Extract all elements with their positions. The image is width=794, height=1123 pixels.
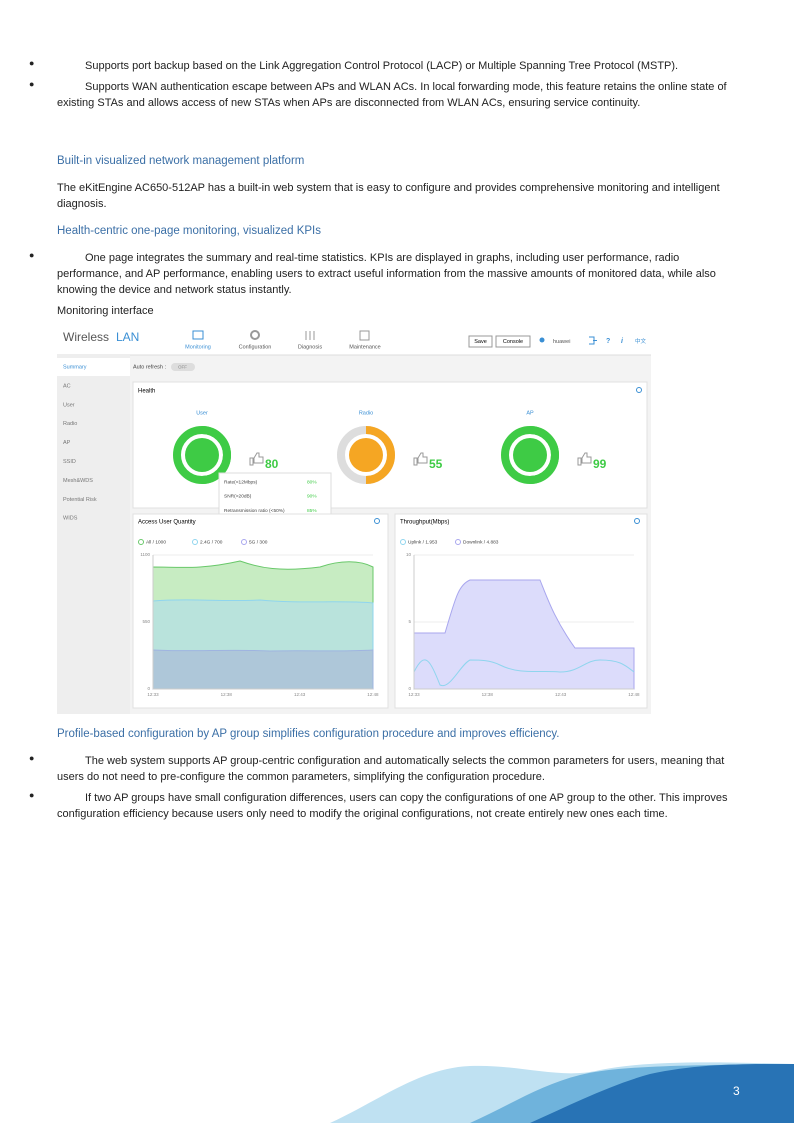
gauge-arc: [201, 426, 231, 484]
sidebar-item[interactable]: SSID: [63, 459, 76, 465]
footer-wave: 3: [330, 1062, 794, 1123]
x-tick-label: 12:43: [294, 692, 306, 697]
x-tick-label: 12:38: [221, 692, 233, 697]
heading: Profile-based configuration by AP group …: [57, 728, 560, 740]
sidebar-item[interactable]: Mesh&WDS: [63, 478, 93, 484]
gauge-arc: [529, 426, 559, 484]
x-tick-label: 12:43: [555, 692, 567, 697]
x-tick-label: 12:38: [482, 692, 494, 697]
logo: LAN: [116, 330, 139, 344]
gauge-center: [349, 438, 383, 472]
bullet: Supports port backup based on the Link A…: [29, 55, 737, 74]
button[interactable]: Save: [474, 339, 487, 345]
legend-icon: [400, 539, 406, 545]
nav-item[interactable]: Diagnosis: [298, 344, 322, 350]
legend-icon: [241, 539, 247, 545]
language[interactable]: 中文: [635, 337, 647, 345]
caption: Monitoring interface: [57, 305, 154, 317]
y-tick-label: 550: [142, 619, 150, 624]
bullet-list: One page integrates the summary and real…: [29, 247, 737, 303]
button[interactable]: Console: [503, 339, 523, 345]
sidebar-item[interactable]: Potential Risk: [63, 497, 97, 503]
x-tick-label: 12:33: [147, 692, 159, 697]
sidebar-item[interactable]: Summary: [63, 364, 87, 370]
bullet: If two AP groups have small configuratio…: [29, 787, 737, 822]
gauge-score: 55: [429, 457, 443, 471]
bullet-list: Supports port backup based on the Link A…: [29, 55, 737, 116]
panel-title: Throughput(Mbps): [400, 520, 449, 526]
y-tick-label: 1100: [140, 552, 150, 557]
tooltip-value: 90%: [307, 494, 317, 500]
gauge-label: Radio: [359, 410, 373, 416]
logo: Wireless: [63, 330, 109, 344]
thumb-icon: [249, 452, 264, 466]
nav-item[interactable]: Monitoring: [185, 344, 211, 350]
legend-label: 2.4G / 700: [200, 539, 223, 545]
legend-icon: [192, 539, 198, 545]
y-tick-label: 10: [406, 552, 412, 557]
legend-label: All / 1000: [146, 539, 166, 545]
thumb-icon: [577, 452, 592, 466]
bullet: Supports WAN authentication escape betwe…: [29, 76, 737, 111]
gauge-score: 99: [593, 457, 607, 471]
sidebar-item[interactable]: User: [63, 402, 75, 408]
heading: Health-centric one-page monitoring, visu…: [57, 225, 321, 237]
panel-title: Health: [138, 389, 155, 395]
label: Auto refresh :: [133, 364, 166, 370]
gauge-center: [185, 438, 219, 472]
y-tick-label: 0: [147, 686, 150, 691]
toggle[interactable]: OFF: [178, 365, 187, 370]
user-name: huawei: [553, 339, 570, 345]
bullet-list: The web system supports AP group-centric…: [29, 750, 737, 827]
legend-icon: [138, 539, 144, 545]
tooltip-label: Retransmission ratio (<50%): [224, 508, 285, 514]
gauge-center: [513, 438, 547, 472]
tooltip-value: 85%: [307, 508, 317, 514]
sidebar-item[interactable]: Radio: [63, 421, 77, 427]
y-tick-label: 5: [408, 619, 411, 624]
gauge-score: 80: [265, 457, 279, 471]
x-tick-label: 12:33: [408, 692, 420, 697]
nav-item[interactable]: Maintenance: [349, 344, 381, 350]
legend-label: Downlink / 4.883: [463, 539, 499, 545]
x-tick-label: 12:48: [367, 692, 379, 697]
sidebar-item[interactable]: AC: [63, 383, 71, 389]
nav-item[interactable]: Configuration: [239, 344, 272, 350]
page-number: 3: [733, 1084, 740, 1098]
x-tick-label: 12:48: [628, 692, 640, 697]
screenshot: Wireless LAN Monitoring Configuration Di…: [57, 327, 651, 714]
svg-text:i: i: [621, 338, 624, 345]
sidebar-item[interactable]: AP: [63, 440, 71, 446]
bullet: One page integrates the summary and real…: [29, 247, 737, 298]
legend-label: Uplink / 1.953: [408, 539, 438, 545]
heading: Built-in visualized network management p…: [57, 155, 305, 167]
gauge-label: AP: [526, 410, 534, 416]
gauge-arc: [365, 426, 395, 484]
svg-text:?: ?: [606, 338, 610, 345]
panel-title: Access User Quantity: [138, 520, 196, 526]
gauge-label: User: [196, 410, 208, 416]
bullet: The web system supports AP group-centric…: [29, 750, 737, 785]
tooltip-value: 80%: [307, 479, 317, 485]
thumb-icon: [413, 452, 428, 466]
sidebar-item[interactable]: WIDS: [63, 516, 78, 522]
y-tick-label: 0: [408, 686, 411, 691]
tooltip-label: SNR(>20dB): [224, 494, 252, 500]
sidebar: Summary AC User Radio AP SSID Mesh&WDS Potentia…: [63, 364, 97, 521]
legend-label: 5G / 300: [249, 539, 268, 545]
paragraph: The eKitEngine AC650-512AP has a built-i…: [57, 182, 720, 210]
tooltip-label: Rate(<12Mbps): [224, 479, 258, 485]
legend-icon: [455, 539, 461, 545]
